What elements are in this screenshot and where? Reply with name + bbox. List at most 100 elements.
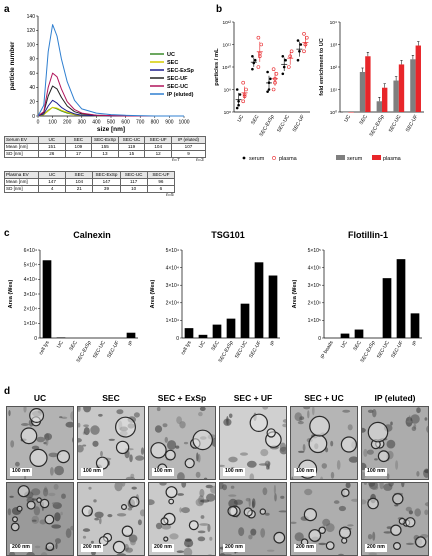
micrograph-speck <box>416 407 421 413</box>
micrograph-speck <box>90 425 99 435</box>
y-tick-label: 20 <box>29 100 35 106</box>
micrograph-speck <box>165 437 168 443</box>
plasma-cell: 21 <box>66 186 93 193</box>
x-category-label: SEC-UC <box>234 340 249 360</box>
micrograph-speck <box>247 461 257 468</box>
micrograph-speck <box>322 519 330 526</box>
bar-sec <box>213 325 222 338</box>
micrograph-speck <box>383 484 392 491</box>
plasma-header-cell: Plasma EV <box>5 172 39 179</box>
vesicle <box>228 507 237 516</box>
em-micrograph-200nm: 200 nm <box>290 482 358 556</box>
scale-bar-label: 200 nm <box>294 544 316 552</box>
y-tick-label: 10¹⁰ <box>222 65 231 71</box>
legend-serum-swatch <box>336 155 345 160</box>
y-tick-label: 1×10⁵ <box>308 318 321 324</box>
micrograph-speck <box>177 550 184 553</box>
x-tick-label: 1000 <box>178 120 189 126</box>
micrograph-speck <box>372 532 375 541</box>
vesicle <box>309 435 327 453</box>
micrograph-speck <box>331 472 334 479</box>
serum-header-cell: SEC-ExSp <box>92 137 119 144</box>
vesicle <box>342 538 347 543</box>
calnexin-title: Calnexin <box>44 230 140 240</box>
micrograph-speck <box>125 548 133 553</box>
serum-point <box>268 88 271 91</box>
micrograph-speck <box>8 410 10 416</box>
x-category-label: UC <box>340 340 349 350</box>
micrograph-speck <box>128 508 132 511</box>
micrograph-speck <box>107 514 112 517</box>
serum-header-cell: IP (eluted) <box>172 137 206 144</box>
y-tick-label: 140 <box>27 14 36 20</box>
micrograph-speck <box>52 502 59 505</box>
serum-point <box>253 62 256 65</box>
micrograph-speck <box>406 507 412 512</box>
micrograph-speck <box>98 414 103 417</box>
micrograph-speck <box>21 423 29 426</box>
micrograph-speck <box>222 484 227 490</box>
micrograph-speck <box>263 487 268 495</box>
y-tick-label: 4×10⁴ <box>24 277 37 283</box>
micrograph-speck <box>209 537 212 541</box>
micrograph-speck <box>50 467 54 476</box>
micrograph-speck <box>274 493 277 501</box>
vesicle <box>189 521 198 530</box>
y-tick-label: 6×10⁴ <box>24 248 37 254</box>
micrograph-speck <box>206 494 215 502</box>
x-category-label: SEC-UF <box>106 340 121 359</box>
legend-plasma-swatch <box>372 155 381 160</box>
series-line-sec-uf <box>38 86 184 116</box>
serum-point <box>266 90 269 93</box>
micrograph-speck <box>250 529 256 536</box>
micrograph-speck <box>169 533 178 539</box>
micrograph-speck <box>163 423 168 427</box>
micrograph-speck <box>45 438 48 446</box>
serum-cell: 13 <box>92 151 119 158</box>
plasma-bar <box>348 112 353 113</box>
plasma-cell: 147 <box>39 179 66 186</box>
micrograph-speck <box>109 439 115 441</box>
y-tick-label: 0 <box>318 336 321 342</box>
panel-label-b: b <box>216 4 222 15</box>
micrograph-speck <box>196 472 201 478</box>
serum-point <box>237 104 240 107</box>
scale-bar-label: 200 nm <box>10 544 32 552</box>
micrograph-speck <box>260 528 265 538</box>
micrograph-speck <box>347 524 354 526</box>
micrograph-speck <box>229 414 233 419</box>
micrograph-speck <box>318 543 326 545</box>
vesicle <box>185 459 194 468</box>
serum-bar <box>377 101 382 112</box>
x-category-label: IP <box>269 339 277 347</box>
micrograph-speck <box>259 463 268 466</box>
serum-n-label-1: n=7 <box>172 157 180 162</box>
serum-cell: 109 <box>65 144 92 151</box>
serum-bar <box>343 112 348 113</box>
x-category-label: UC <box>198 340 207 350</box>
em-micrograph-100nm: 100 nm <box>6 406 74 480</box>
micrograph-speck <box>199 523 209 526</box>
vesicle <box>244 508 252 516</box>
micrograph-speck <box>9 496 13 498</box>
serum-point <box>266 71 269 74</box>
y-tick-label: 1×10⁴ <box>166 318 179 324</box>
plasma-cell: Mean [nm] <box>5 179 39 186</box>
plasma-point <box>245 88 248 91</box>
micrograph-speck <box>348 424 353 430</box>
scale-bar-label: 100 nm <box>223 468 245 476</box>
y-axis-label: Area (Wes) <box>8 280 14 309</box>
micrograph-speck <box>240 452 248 455</box>
micrograph-speck <box>412 426 417 431</box>
x-tick-label: 100 <box>48 120 57 126</box>
micrograph-speck <box>54 484 59 490</box>
plasma-point <box>303 32 306 35</box>
serum-cell: 15 <box>118 151 145 158</box>
y-tick-label: 10⁸ <box>224 110 231 116</box>
vesicle <box>341 437 356 452</box>
